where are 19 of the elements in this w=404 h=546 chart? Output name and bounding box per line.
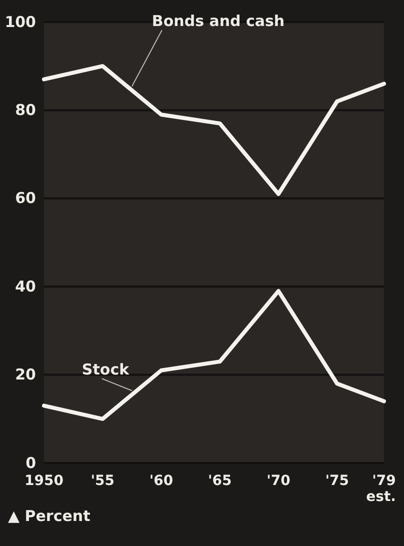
x-tick-label: '65 xyxy=(208,473,232,489)
y-tick-label: 0 xyxy=(26,454,36,472)
y-tick-label: 60 xyxy=(15,189,36,208)
x-tick-label: '60 xyxy=(149,473,174,489)
x-tick-label: '75 xyxy=(325,473,349,489)
series-label: Stock xyxy=(82,360,130,379)
line-series xyxy=(42,64,386,196)
y-tick-label: 20 xyxy=(15,366,36,384)
text: Bonds and cash xyxy=(152,12,285,30)
y-tick-label: 100 xyxy=(4,12,36,31)
text: est. xyxy=(366,489,396,505)
line-series xyxy=(42,289,386,421)
x-tick-label: '79 xyxy=(372,473,396,489)
y-tick-label: 80 xyxy=(15,101,36,119)
x-tick-label: 1950 xyxy=(24,473,64,489)
y-tick-label: 40 xyxy=(15,277,36,296)
x-tick-label: '70 xyxy=(266,473,291,489)
x-tick-label: '55 xyxy=(90,473,115,489)
y-axis-title: ▲ Percent xyxy=(8,507,90,525)
